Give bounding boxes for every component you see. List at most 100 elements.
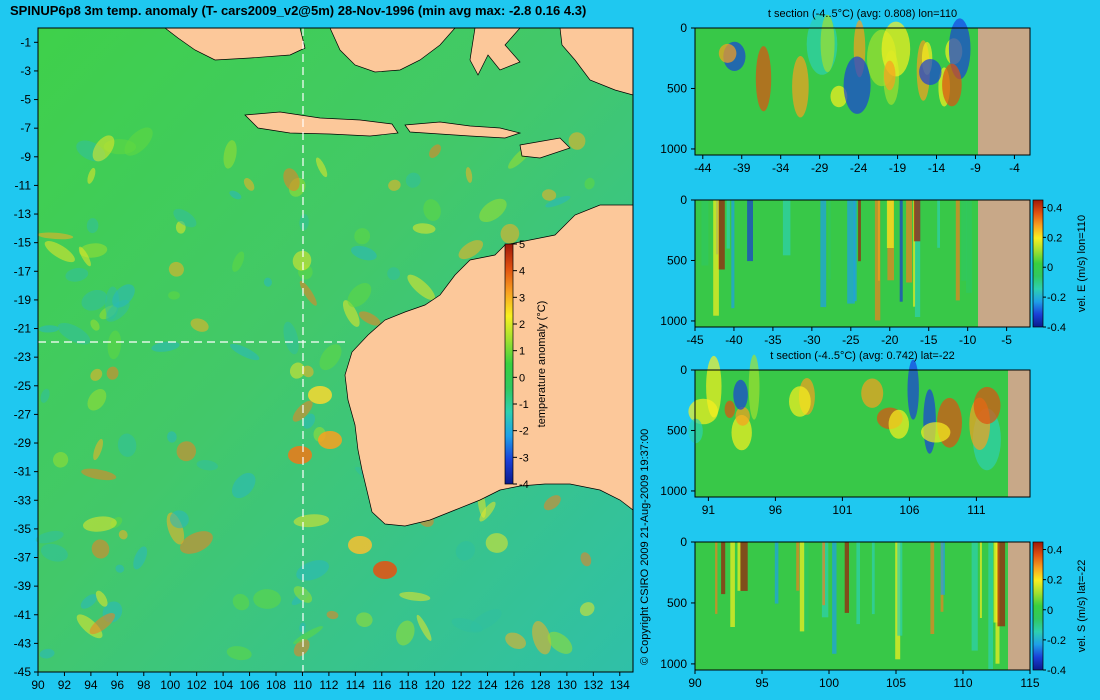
velE-section-lon110-land [978,200,1030,327]
map-eddy [106,366,119,380]
map-eddy [87,167,96,184]
velS-section-lat-22-stripe [821,542,829,618]
map-eddy [89,613,116,635]
velS-section-lat-22-x-tick-label: 100 [819,676,839,690]
velS-section-lat-22-stripe [740,542,748,591]
velS-section-lat-22-colorbar [1032,541,1044,671]
velE-section-lon110-colorbar-tick-label: 0 [1047,262,1053,274]
velS-section-lat-22-stripe [774,542,779,604]
velE-section-lon110-stripe [731,200,735,309]
velE-section-lon110-colorbar-tick-label: 0.2 [1047,232,1062,244]
map-eddy [196,460,219,471]
map-eddy [299,213,309,231]
velE-section-lon110-stripe [726,200,730,249]
t-section-lat-22-panel: t section (-4..5°C) (avg: 0.742) lat=-22… [660,350,1031,517]
velS-section-lat-22-stripe [971,542,978,651]
t-section-lat-22-x-tick-label: 101 [832,503,852,517]
map-eddy [115,564,125,573]
map-eddy [243,178,255,191]
map-y-tick-label: -43 [14,636,32,650]
velE-section-lon110-stripe [961,200,967,281]
map-eddy [326,610,339,620]
map-eddy [37,232,74,240]
map-y-tick-label: -41 [14,608,32,622]
t-section-lon110-blob [883,60,896,91]
map-colorbar-tick-label: 4 [519,266,525,278]
map-y-axis: -1 -3 -5 -7 -9 -11 -13 -15 -17 -19 -21 -23 -25 -27 -29… [14,35,38,679]
velS-section-lat-22-panel: 90 95 100 105 110 115 0 500 1000 0.4 0.2 0 -0.2 -0.4 v… [660,535,1088,690]
velS-section-lat-22-stripe [979,542,982,618]
map-eddy [52,452,69,468]
map-y-tick-label: -15 [14,236,32,250]
map-eddy [93,438,104,461]
map-eddy [226,646,252,661]
map-eddy [407,274,436,301]
map-eddy [169,510,189,529]
velS-section-lat-22-colorbar-tick-label: -0.2 [1047,635,1066,647]
map-eddy [356,612,373,628]
map-y-tick-label: -45 [14,665,32,679]
velE-section-lon110-x-tick-label: -20 [881,333,899,347]
map-y-tick-label: -31 [14,465,32,479]
t-section-lon110-land [978,28,1030,155]
t-section-lat-22-blob [921,422,951,443]
map-y-tick-label: -27 [14,407,32,421]
map-eddy [423,199,441,222]
map-eddy [57,322,91,345]
velS-section-lat-22-stripe [799,542,805,632]
map-warm-eddy [318,431,342,449]
t-section-lat-22-frame [694,369,1031,498]
map-eddy [38,325,60,333]
velS-section-lat-22-stripe [796,542,800,591]
map-x-tick-label: 106 [240,678,260,692]
velE-section-lon110-stripe [713,200,719,316]
map-x-tick-label: 132 [583,678,603,692]
t-section-lat-22-blob [789,386,811,417]
map-eddy [40,543,68,562]
map-eddy [405,172,421,188]
velE-section-lon110-x-tick-label: -25 [842,333,860,347]
velS-section-lat-22-stripe [721,542,726,595]
map-x-tick-label: 112 [319,678,338,692]
velE-section-lon110-colorbar-tick-label: -0.4 [1047,322,1066,334]
map-colorbar-tick-label: 1 [519,346,525,358]
map-eddy [319,344,342,371]
velE-section-lon110-stripe [955,200,960,301]
t-section-lon110-x-tick-label: -44 [694,161,712,175]
map-eddy [283,168,300,191]
velS-section-lat-22-x-tick-label: 105 [886,676,906,690]
map-y-tick-label: -9 [20,150,31,164]
t-section-lat-22-blob [735,406,750,426]
velE-section-lon110-stripe [718,200,725,270]
map-x-tick-label: 120 [425,678,445,692]
velE-section-lon110-y-tick-label: 500 [667,253,687,267]
map-colorbar-tick-label: 3 [519,292,525,304]
map-eddy [289,362,305,379]
map-y-tick-label: -17 [14,264,32,278]
map-eddy [283,321,299,355]
map-x-tick-label: 126 [504,678,524,692]
velS-section-lat-22-stripe [730,542,735,627]
map-eddy [412,223,436,234]
t-section-lon110-title: t section (-4..5°C) (avg: 0.808) lon=110 [768,8,957,20]
map-eddy [315,157,328,178]
velE-section-lon110-x-tick-label: -30 [803,333,821,347]
velE-section-lon110-x-tick-label: -5 [1001,333,1012,347]
velS-section-lat-22-stripe [988,542,993,670]
map-eddy [230,343,260,361]
t-section-lat-22-blob [724,400,735,418]
map-x-tick-label: 104 [213,678,233,692]
map-warm-eddy [373,561,397,579]
map-eddy [112,284,135,308]
map-eddy [387,267,401,281]
map-y-tick-label: -29 [14,436,32,450]
velS-section-lat-22-x-tick-label: 115 [1020,676,1039,690]
t-section-lon110-blob [948,18,971,80]
map-eddy [479,198,507,223]
map-x-tick-label: 96 [111,678,125,692]
map-colorbar-tick-label: -1 [519,399,529,411]
map-eddy [86,218,99,234]
velS-section-lat-22-x-tick-label: 95 [755,676,769,690]
velE-section-lon110-stripe [847,200,855,304]
